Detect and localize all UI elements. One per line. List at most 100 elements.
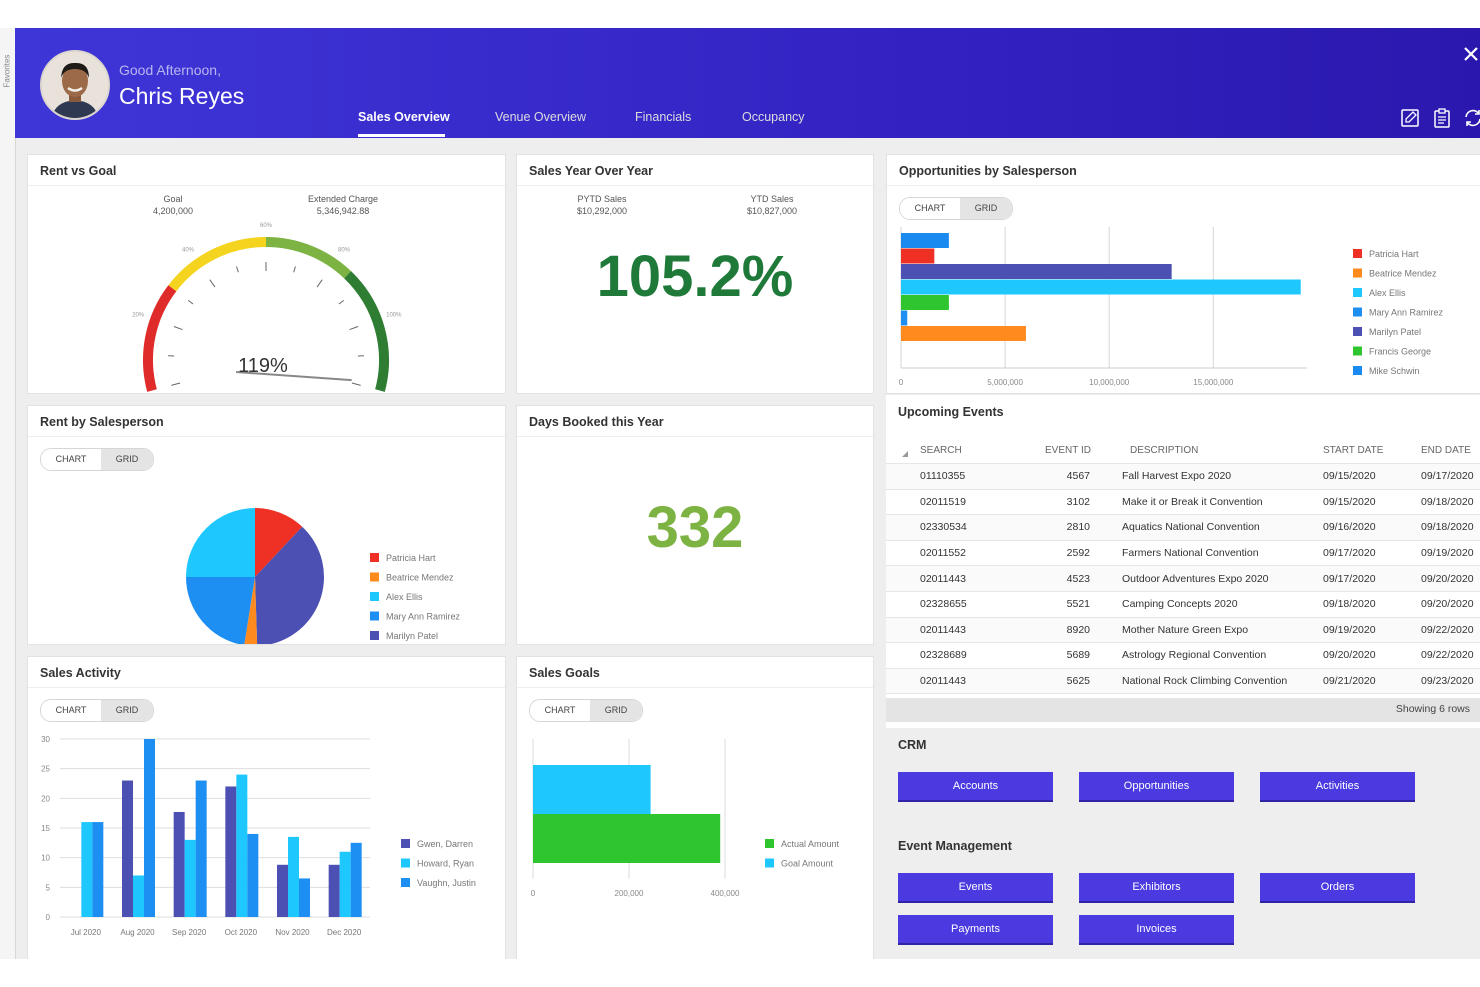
bar (184, 839, 196, 917)
end-date-cell: 09/22/2020 (1420, 616, 1480, 643)
card-title: Rent vs Goal (40, 164, 117, 178)
activities-button[interactable]: Activities (1260, 772, 1415, 802)
payments-button[interactable]: Payments (898, 915, 1053, 945)
tab-financials[interactable]: Financials (635, 110, 692, 124)
card-title: Sales Activity (40, 666, 121, 680)
bar-patricia-hart (901, 248, 935, 264)
tab-occupancy[interactable]: Occupancy (742, 110, 805, 124)
table-row[interactable]: 02011552 2592 Farmers National Convention 0… (886, 539, 1480, 566)
search-cell: 02011443 (886, 616, 1044, 643)
refresh-icon[interactable] (1463, 108, 1480, 128)
gauge-chart: 0%20%40%60%80%100%120% (132, 223, 402, 392)
chart-toggle-button[interactable]: CHART (530, 700, 590, 721)
table-row[interactable]: 02330534 2810 Aquatics National Convention… (886, 514, 1480, 541)
grid-toggle-button[interactable]: GRID (960, 198, 1012, 219)
invoices-button[interactable]: Invoices (1079, 915, 1234, 945)
greeting-text: Good Afternoon, (119, 62, 221, 78)
gauge-tick (171, 382, 181, 386)
column-header[interactable]: SEARCH (920, 445, 962, 456)
search-cell: 02328689 (886, 642, 1044, 669)
legend-swatch (370, 592, 379, 601)
gauge-tick (293, 266, 296, 273)
bar-mike-schwin (901, 233, 949, 248)
search-cell: 01110355 (886, 463, 1044, 490)
sales-activity-chart: 0 5 10 15 20 25 30 Jul 2020 Aug 2020 Sep 2020 Oct … (41, 735, 476, 937)
start-date-cell: 09/15/2020 (1311, 463, 1420, 490)
gauge-band (143, 285, 177, 392)
bar (247, 833, 259, 917)
table-row[interactable]: 02328689 5689 Astrology Regional Conventio… (886, 642, 1480, 669)
table-footer: Showing 6 rows (886, 698, 1480, 722)
clipboard-icon[interactable] (1433, 108, 1451, 128)
grid-toggle-button[interactable]: GRID (101, 700, 153, 721)
bar (81, 822, 93, 917)
exhibitors-button[interactable]: Exhibitors (1079, 873, 1234, 903)
view-toggle: CHART GRID (529, 699, 643, 722)
legend-label: Francis George (1369, 347, 1431, 357)
accounts-button[interactable]: Accounts (898, 772, 1053, 802)
y-tick-label: 25 (41, 765, 50, 774)
table-row[interactable]: 02011519 3102 Make it or Break it Conventi… (886, 488, 1480, 515)
column-header[interactable]: DESCRIPTION (1130, 445, 1199, 456)
bar-actual-amount (533, 814, 721, 863)
bar (339, 851, 351, 917)
search-cell: 02011519 (886, 488, 1044, 515)
opportunities-button[interactable]: Opportunities (1079, 772, 1234, 802)
events-button[interactable]: Events (898, 873, 1053, 903)
active-tab-indicator (358, 134, 445, 137)
left-rail[interactable]: Favorites (0, 28, 16, 959)
event-id-cell: 2810 (1044, 514, 1116, 541)
legend-swatch (401, 858, 410, 868)
card-title: Upcoming Events (898, 405, 1004, 419)
y-tick-label: 5 (46, 883, 51, 892)
avatar[interactable] (40, 50, 110, 120)
orders-button[interactable]: Orders (1260, 873, 1415, 903)
avatar-portrait (42, 52, 108, 118)
end-date-cell: 09/22/2020 (1420, 642, 1480, 669)
event-id-cell: 5625 (1044, 667, 1116, 694)
goal-value: 4,200,000 (152, 206, 194, 216)
search-cell: 02011443 (886, 565, 1044, 592)
event-id-cell: 4523 (1044, 565, 1116, 592)
tab-venue-overview[interactable]: Venue Overview (495, 110, 587, 124)
tab-sales-overview[interactable]: Sales Overview (358, 110, 450, 124)
gauge-tick-label: 60% (260, 223, 273, 229)
table-row[interactable]: 02011443 8920 Mother Nature Green Expo 09/1… (886, 616, 1480, 643)
extended-charge-label: Extended Charge (307, 194, 379, 204)
grid-toggle-button[interactable]: GRID (101, 449, 153, 470)
legend-swatch (1353, 346, 1362, 356)
table-row[interactable]: 02011443 4523 Outdoor Adventures Expo 2020… (886, 565, 1480, 592)
x-tick-label: Aug 2020 (120, 928, 155, 937)
chart-toggle-button[interactable]: CHART (41, 700, 101, 721)
table-header-row: SEARCH EVENT ID DESCRIPTION START DATE E… (886, 438, 1480, 464)
table-row[interactable]: 01110355 4567 Fall Harvest Expo 2020 09/15/… (886, 463, 1480, 490)
legend-label: Goal Amount (781, 859, 834, 869)
legend-label: Marilyn Patel (386, 631, 438, 641)
gauge-band (265, 237, 352, 279)
chart-toggle-button[interactable]: CHART (900, 198, 960, 219)
chart-toggle-button[interactable]: CHART (41, 449, 101, 470)
pytd-label: PYTD Sales (577, 194, 627, 204)
column-header[interactable]: START DATE (1323, 445, 1384, 456)
x-tick-label: 0 (531, 889, 536, 898)
grid-toggle-button[interactable]: GRID (590, 700, 642, 721)
x-tick-label: 15,000,000 (1193, 378, 1234, 387)
column-header[interactable]: EVENT ID (1045, 445, 1091, 456)
table-row[interactable]: 02011443 5625 National Rock Climbing Conve… (886, 667, 1480, 694)
column-header[interactable]: END DATE (1421, 445, 1471, 456)
gauge-tick-label: 40% (182, 248, 195, 254)
table-row[interactable]: 02328655 5521 Camping Concepts 2020 09/18/2… (886, 590, 1480, 618)
description-cell: National Rock Climbing Convention (1116, 667, 1311, 694)
legend-swatch (1353, 288, 1362, 297)
y-tick-label: 30 (41, 735, 50, 744)
description-cell: Aquatics National Convention (1116, 514, 1311, 541)
x-tick-label: 10,000,000 (1089, 378, 1130, 387)
gauge-tick (187, 299, 194, 305)
end-date-cell: 09/23/2020 (1420, 667, 1480, 694)
x-tick-label: Dec 2020 (327, 928, 362, 937)
edit-icon[interactable] (1400, 108, 1420, 128)
start-date-cell: 09/20/2020 (1311, 642, 1420, 669)
close-icon[interactable] (1463, 46, 1479, 62)
opportunities-card: Opportunities by Salesperson CHART GRID … (886, 154, 1480, 394)
end-date-cell: 09/18/2020 (1420, 514, 1480, 541)
